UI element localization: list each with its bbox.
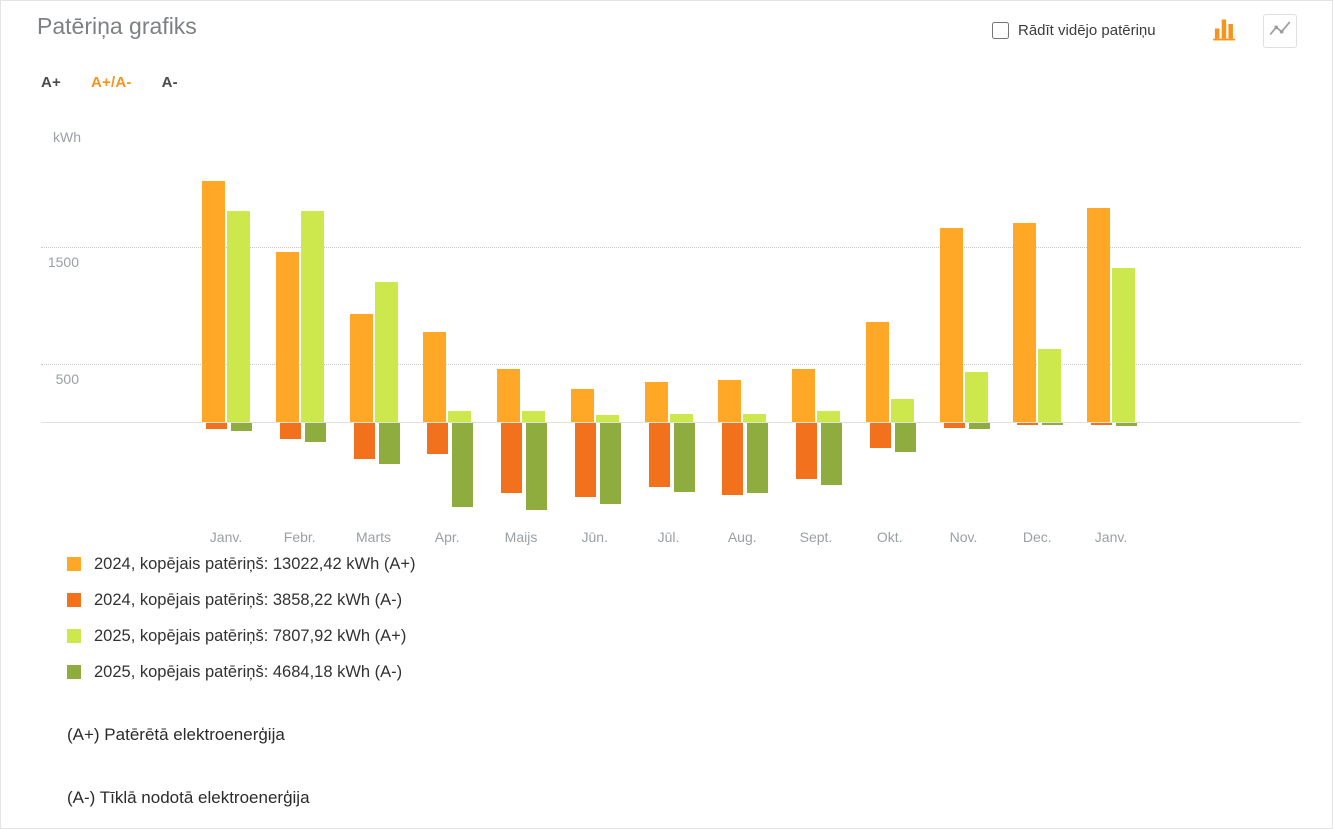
gridline-1500: [41, 246, 1301, 248]
average-consumption-label: Rādīt vidējo patēriņu: [1018, 22, 1156, 39]
bar-2024-aplus: [570, 388, 594, 422]
bar-2025-aminus: [747, 423, 769, 494]
line-chart-icon: [1267, 16, 1293, 47]
x-axis-label-1: Febr.: [283, 529, 316, 545]
bar-2024-aminus: [796, 423, 817, 480]
bar-2025-aminus: [378, 423, 400, 464]
bar-2025-aplus: [817, 411, 840, 422]
footnote-a-plus: (A+) Patērētā elektroenerģija: [67, 725, 285, 744]
x-axis-label-2: Marts: [356, 529, 391, 545]
bar-2024-aplus: [939, 228, 963, 422]
bar-2025-aplus: [1112, 267, 1135, 422]
bar-2024-aminus: [722, 423, 744, 495]
bar-chart-view-button[interactable]: [1207, 14, 1241, 48]
bar-2024-aplus: [497, 368, 520, 422]
bar-2024-aplus: [275, 252, 299, 422]
bar-2024-aminus: [648, 423, 670, 488]
tab-a-plus-minus[interactable]: A+/A-: [91, 74, 132, 91]
bar-2024-aplus: [792, 368, 815, 422]
bar-2024-aplus: [423, 331, 447, 422]
bar-2025-aplus: [1038, 348, 1062, 422]
bar-2024-aminus: [501, 423, 522, 494]
bar-2025-aplus: [743, 413, 767, 422]
bar-2025-aplus: [227, 211, 250, 422]
bar-chart-icon: [1211, 15, 1238, 47]
bar-2024-aplus: [202, 180, 225, 422]
y-axis-tick-500: 500: [55, 370, 79, 387]
bar-2025-aminus: [231, 423, 252, 431]
bar-2025-aplus: [964, 371, 988, 422]
x-axis-label-9: Okt.: [876, 529, 903, 545]
bar-2025-aplus: [300, 211, 324, 422]
legend-label-2: 2025, kopējais patēriņš: 7807,92 kWh (A+…: [94, 626, 407, 645]
x-axis-label-12: Janv.: [1094, 529, 1128, 545]
average-consumption-toggle[interactable]: Rādīt vidējo patēriņu: [992, 22, 1156, 39]
y-axis-unit-label: kWh: [53, 129, 81, 145]
x-axis-baseline: [41, 422, 1301, 423]
tab-a-minus[interactable]: A-: [161, 74, 178, 91]
bar-2025-aminus: [599, 423, 621, 504]
x-axis-label-11: Dec.: [1022, 529, 1052, 545]
bar-2024-aminus: [206, 423, 227, 430]
bar-2024-aminus: [1017, 423, 1039, 425]
bar-2025-aplus: [448, 410, 472, 422]
bar-2025-aminus: [1116, 423, 1137, 426]
legend-label-3: 2025, kopējais patēriņš: 4684,18 kWh (A-…: [94, 662, 403, 681]
legend-label-0: 2024, kopējais patēriņš: 13022,42 kWh (A…: [94, 554, 416, 573]
bar-2025-aminus: [526, 423, 547, 510]
bar-2025-aminus: [452, 423, 474, 508]
legend-item-3: 2025, kopējais patēriņš: 4684,18 kWh (A-…: [67, 654, 415, 690]
average-consumption-checkbox[interactable]: [992, 22, 1009, 39]
x-axis-label-3: Apr.: [434, 529, 460, 545]
bar-2024-aminus: [427, 423, 449, 454]
register-tabs: A+ A+/A- A-: [41, 74, 178, 91]
chart-legend: 2024, kopējais patēriņš: 13022,42 kWh (A…: [67, 546, 415, 690]
legend-label-1: 2024, kopējais patēriņš: 3858,22 kWh (A-…: [94, 590, 403, 609]
bar-2025-aplus: [522, 410, 545, 422]
bar-2024-aminus: [869, 423, 891, 449]
bar-2024-aminus: [574, 423, 596, 497]
bar-2025-aplus: [669, 413, 693, 422]
bar-2024-aplus: [349, 314, 373, 422]
bar-2024-aplus: [644, 382, 668, 422]
bar-2024-aminus: [353, 423, 375, 460]
gridline-500: [41, 363, 1301, 365]
footnote-a-minus: (A-) Tīklā nodotā elektroenerģija: [67, 788, 310, 807]
x-axis-label-5: Jūn.: [581, 529, 608, 545]
bar-2025-aminus: [821, 423, 842, 485]
bar-2024-aminus: [1091, 423, 1112, 426]
bar-2025-aplus: [890, 398, 914, 422]
bar-2024-aplus: [1013, 223, 1037, 422]
bar-2025-aminus: [968, 423, 990, 430]
bar-2025-aminus: [673, 423, 695, 493]
bar-2025-aplus: [374, 281, 398, 422]
legend-swatch-2: [67, 629, 81, 643]
legend-item-0: 2024, kopējais patēriņš: 13022,42 kWh (A…: [67, 546, 415, 582]
x-axis-label-4: Maijs: [504, 529, 538, 545]
x-axis-label-0: Janv.: [209, 529, 243, 545]
legend-swatch-1: [67, 593, 81, 607]
x-axis-label-6: Jūl.: [657, 529, 680, 545]
tab-a-plus[interactable]: A+: [41, 74, 61, 91]
bar-2025-aminus: [304, 423, 326, 442]
x-axis-label-10: Nov.: [949, 529, 978, 545]
x-axis-label-8: Sept.: [799, 529, 833, 545]
bar-2025-aminus: [894, 423, 916, 453]
legend-item-2: 2025, kopējais patēriņš: 7807,92 kWh (A+…: [67, 618, 415, 654]
bar-2024-aplus: [865, 321, 889, 422]
bar-2025-aminus: [1042, 423, 1064, 425]
x-axis-label-7: Aug.: [727, 529, 757, 545]
line-chart-view-button[interactable]: [1263, 14, 1297, 48]
y-axis-tick-1500: 1500: [47, 253, 79, 270]
bar-2025-aplus: [595, 414, 619, 422]
bar-2024-aplus: [718, 379, 742, 422]
page-title: Patēriņa grafiks: [37, 13, 197, 39]
legend-item-1: 2024, kopējais patēriņš: 3858,22 kWh (A-…: [67, 582, 415, 618]
bar-2024-aminus: [943, 423, 965, 429]
legend-swatch-0: [67, 557, 81, 571]
bar-2024-aplus: [1087, 207, 1110, 422]
bar-2024-aminus: [279, 423, 301, 439]
legend-swatch-3: [67, 665, 81, 679]
